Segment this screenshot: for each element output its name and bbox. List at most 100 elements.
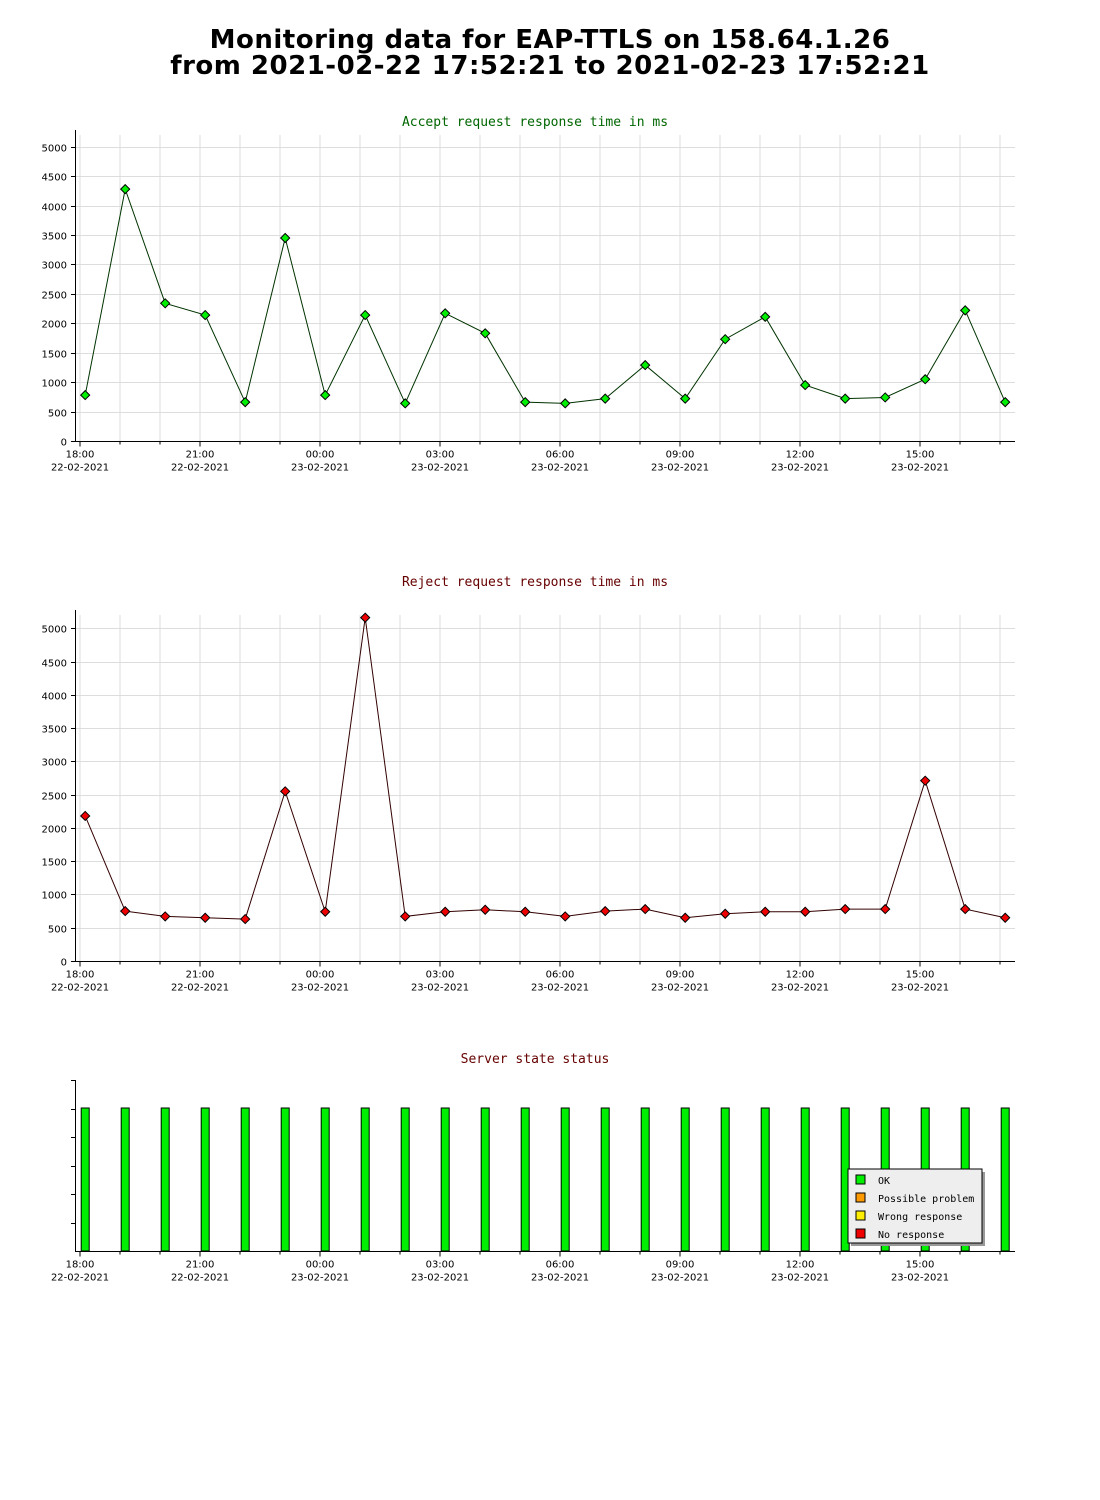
page-title-line1: Monitoring data for EAP-TTLS on 158.64.1… bbox=[209, 25, 891, 55]
x-tick-time: 09:00 bbox=[666, 1260, 695, 1271]
status-bar bbox=[480, 1107, 490, 1252]
y-tick-label: 5000 bbox=[42, 144, 67, 155]
y-tick-label: 4000 bbox=[42, 692, 67, 703]
x-tick-time: 12:00 bbox=[786, 1260, 815, 1271]
x-tick-date: 23-02-2021 bbox=[891, 1273, 949, 1284]
x-tick-date: 23-02-2021 bbox=[291, 983, 349, 994]
x-tick-date: 22-02-2021 bbox=[171, 1273, 229, 1284]
y-tick-label: 3000 bbox=[42, 758, 67, 769]
x-tick-time: 15:00 bbox=[906, 450, 935, 461]
reject-response-chart: Reject request response time in ms 0 500 10… bbox=[42, 575, 1015, 994]
legend-label: No response bbox=[878, 1230, 944, 1241]
accept-data-point bbox=[799, 379, 811, 391]
accept-data-point bbox=[679, 393, 691, 404]
x-tick-time: 21:00 bbox=[186, 1260, 215, 1271]
x-tick-time: 15:00 bbox=[906, 970, 935, 981]
accept-data-point bbox=[599, 393, 611, 404]
accept-data-point bbox=[319, 389, 331, 401]
x-tick-time: 15:00 bbox=[906, 1260, 935, 1271]
y-tick-label: 5000 bbox=[42, 625, 67, 636]
status-bar bbox=[800, 1107, 810, 1252]
x-tick-time: 06:00 bbox=[546, 970, 575, 981]
y-tick-label: 4500 bbox=[42, 659, 67, 670]
status-bar bbox=[280, 1107, 290, 1252]
y-tick-label: 1500 bbox=[42, 858, 67, 869]
reject-data-point bbox=[119, 905, 131, 917]
x-tick-time: 09:00 bbox=[666, 450, 695, 461]
status-bar bbox=[120, 1107, 130, 1252]
page-title-line2: from 2021-02-22 17:52:21 to 2021-02-23 1… bbox=[170, 51, 930, 81]
reject-data-point bbox=[639, 903, 651, 915]
accept-data-point bbox=[519, 396, 531, 408]
x-tick-time: 18:00 bbox=[66, 450, 95, 461]
x-tick-date: 23-02-2021 bbox=[411, 983, 469, 994]
reject-chart-title: Reject request response time in ms bbox=[402, 575, 668, 590]
legend-swatch bbox=[855, 1192, 866, 1203]
y-tick-label: 1500 bbox=[42, 350, 67, 361]
x-tick-date: 23-02-2021 bbox=[531, 1273, 589, 1284]
accept-data-point bbox=[719, 333, 731, 345]
accept-data-point bbox=[199, 309, 211, 321]
x-tick-date: 23-02-2021 bbox=[291, 463, 349, 474]
status-bar bbox=[560, 1107, 570, 1252]
status-bar bbox=[360, 1107, 370, 1252]
accept-data-point bbox=[119, 183, 131, 195]
x-tick-date: 22-02-2021 bbox=[171, 983, 229, 994]
x-tick-time: 21:00 bbox=[186, 970, 215, 981]
legend-label: OK bbox=[878, 1176, 890, 1187]
accept-data-point bbox=[839, 393, 851, 404]
y-tick-label: 4500 bbox=[42, 173, 67, 184]
legend-swatch bbox=[855, 1174, 866, 1185]
reject-data-point bbox=[239, 913, 251, 925]
accept-data-point bbox=[639, 359, 651, 371]
x-tick-date: 23-02-2021 bbox=[651, 463, 709, 474]
reject-data-point bbox=[959, 903, 971, 915]
y-tick-label: 3500 bbox=[42, 232, 67, 243]
status-bar bbox=[400, 1107, 410, 1252]
reject-data-point bbox=[319, 906, 331, 917]
x-tick-time: 12:00 bbox=[786, 970, 815, 981]
y-tick-label: 3000 bbox=[42, 261, 67, 272]
reject-data-point bbox=[479, 904, 491, 915]
legend-label: Wrong response bbox=[878, 1212, 962, 1223]
y-tick-label: 500 bbox=[48, 925, 67, 936]
x-tick-time: 09:00 bbox=[666, 970, 695, 981]
accept-data-point bbox=[239, 396, 251, 408]
status-bar bbox=[1000, 1107, 1010, 1252]
y-tick-label: 3500 bbox=[42, 725, 67, 736]
x-tick-date: 23-02-2021 bbox=[651, 983, 709, 994]
accept-data-point bbox=[439, 308, 451, 319]
status-bar bbox=[680, 1107, 690, 1252]
x-tick-date: 23-02-2021 bbox=[771, 1273, 829, 1284]
x-tick-date: 23-02-2021 bbox=[531, 463, 589, 474]
accept-data-point bbox=[359, 309, 371, 321]
status-bar bbox=[320, 1107, 330, 1252]
x-tick-time: 00:00 bbox=[306, 1260, 335, 1271]
accept-data-point bbox=[399, 398, 411, 409]
accept-data-point bbox=[999, 396, 1011, 408]
y-tick-label: 2500 bbox=[42, 792, 67, 803]
accept-data-point bbox=[479, 328, 491, 339]
reject-data-point bbox=[79, 810, 91, 822]
status-bar bbox=[240, 1107, 250, 1252]
legend-label: Possible problem bbox=[878, 1194, 974, 1205]
accept-data-point bbox=[159, 298, 171, 309]
accept-data-point bbox=[959, 305, 971, 316]
accept-response-chart: Accept request response time in ms 0 500 10… bbox=[42, 115, 1015, 474]
reject-series-line bbox=[84, 617, 1006, 920]
reject-data-point bbox=[679, 912, 691, 923]
x-tick-time: 21:00 bbox=[186, 450, 215, 461]
x-tick-date: 23-02-2021 bbox=[891, 463, 949, 474]
reject-data-point bbox=[719, 908, 731, 919]
x-tick-time: 03:00 bbox=[426, 1260, 455, 1271]
x-tick-date: 23-02-2021 bbox=[891, 983, 949, 994]
accept-data-point bbox=[919, 374, 931, 385]
x-tick-date: 23-02-2021 bbox=[411, 1273, 469, 1284]
x-tick-time: 06:00 bbox=[546, 450, 575, 461]
legend-box bbox=[847, 1168, 983, 1244]
x-tick-date: 22-02-2021 bbox=[171, 463, 229, 474]
reject-data-point bbox=[159, 911, 171, 922]
reject-data-point bbox=[559, 911, 571, 922]
x-tick-time: 12:00 bbox=[786, 450, 815, 461]
x-tick-time: 18:00 bbox=[66, 1260, 95, 1271]
